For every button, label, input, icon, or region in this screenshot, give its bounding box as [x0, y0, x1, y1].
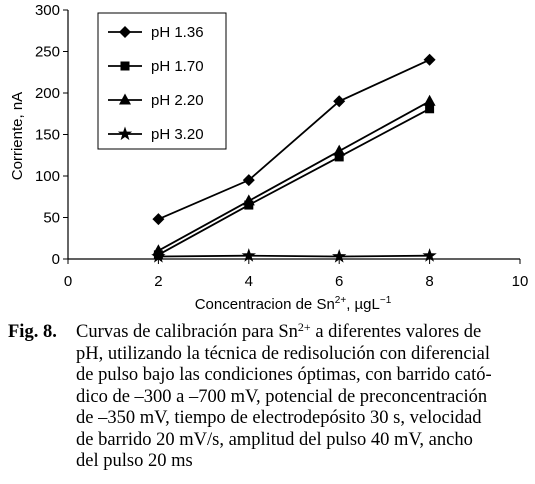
data-point — [334, 152, 344, 162]
y-tick-label: 150 — [35, 127, 60, 144]
data-point — [422, 248, 437, 262]
y-tick-label: 100 — [35, 168, 60, 185]
x-tick-label: 4 — [245, 273, 253, 290]
series-diamond — [152, 53, 436, 226]
x-axis-title-unit-sup: −1 — [380, 295, 392, 306]
x-axis-title-unit: , µgL — [346, 296, 380, 313]
data-point — [423, 53, 436, 66]
caption-sup: 2+ — [297, 320, 311, 334]
caption-line-5: de –350 mV, tiempo de electrodepósito 30… — [76, 408, 482, 428]
caption-line-2: pH, utilizando la técnica de redisolució… — [76, 343, 491, 364]
data-point — [151, 249, 166, 263]
legend-label: pH 1.36 — [151, 24, 204, 41]
y-tick-label: 200 — [35, 85, 60, 102]
y-tick-label: 300 — [35, 2, 60, 19]
data-point — [152, 213, 165, 226]
x-tick-label: 2 — [154, 273, 162, 290]
series-line — [157, 100, 431, 252]
data-point — [241, 248, 256, 262]
x-tick-label: 0 — [64, 273, 72, 290]
y-axis-title: Corriente, nA — [9, 92, 26, 180]
chart-legend: pH 1.36 pH 1.70 pH 2.20 pH 3.20 — [97, 12, 227, 150]
legend-marker — [120, 61, 130, 71]
caption-label: Fig. 8. — [8, 322, 57, 342]
caption-line-1: Fig. 8. Curvas de calibración para Sn2+ a… — [8, 320, 530, 344]
series-star — [151, 248, 437, 263]
x-axis-title: Concentracion de Sn2+, µgL−1 — [195, 295, 392, 313]
series-line — [157, 107, 431, 256]
caption-text-1a: Curvas de calibración para Sn — [76, 322, 298, 342]
caption-line-4: dico de –300 a –700 mV, potencial de pre… — [76, 386, 488, 407]
data-point — [242, 194, 255, 206]
y-tick-label: 0 — [52, 251, 60, 268]
x-tick-label: 6 — [335, 273, 343, 290]
x-tick-label: 8 — [425, 273, 433, 290]
legend-label: pH 3.20 — [151, 126, 204, 143]
caption-text-1b: a diferentes valores de — [310, 322, 482, 342]
y-tick-label: 250 — [35, 44, 60, 61]
legend-label: pH 2.20 — [151, 92, 204, 109]
caption-line-3: de pulso bajo las condiciones óptimas, c… — [76, 365, 492, 385]
caption-line-6: de barrido 20 mV/s, amplitud del pulso 4… — [76, 429, 473, 450]
data-point — [423, 94, 436, 106]
series-line — [158, 58, 430, 220]
legend-box — [97, 12, 227, 150]
legend-label: pH 1.70 — [151, 58, 204, 75]
legend-marker — [117, 126, 133, 141]
series-line — [158, 254, 430, 258]
data-point — [242, 174, 255, 187]
data-point — [333, 144, 346, 156]
x-tick-label: 10 — [512, 273, 529, 290]
figure-caption: Fig. 8. Curvas de calibración para Sn2+ a… — [8, 320, 530, 473]
data-point — [425, 104, 435, 114]
chart-series — [151, 53, 437, 263]
y-tick-label: 50 — [43, 210, 60, 227]
caption-line-7: del pulso 20 ms — [76, 451, 193, 471]
x-axis-title-main: Concentracion de Sn — [195, 296, 335, 313]
chart-axes: 0 50 100 150 200 250 300 0 2 4 6 8 10 — [35, 2, 528, 290]
legend-marker — [119, 93, 131, 105]
calibration-chart: 0 50 100 150 200 250 300 0 2 4 6 8 10 pH 1.36 pH 1.70… — [9, 2, 528, 313]
x-axis-title-sup: 2+ — [335, 295, 347, 306]
legend-marker — [119, 26, 131, 38]
data-point — [332, 249, 347, 263]
data-point — [333, 95, 346, 108]
